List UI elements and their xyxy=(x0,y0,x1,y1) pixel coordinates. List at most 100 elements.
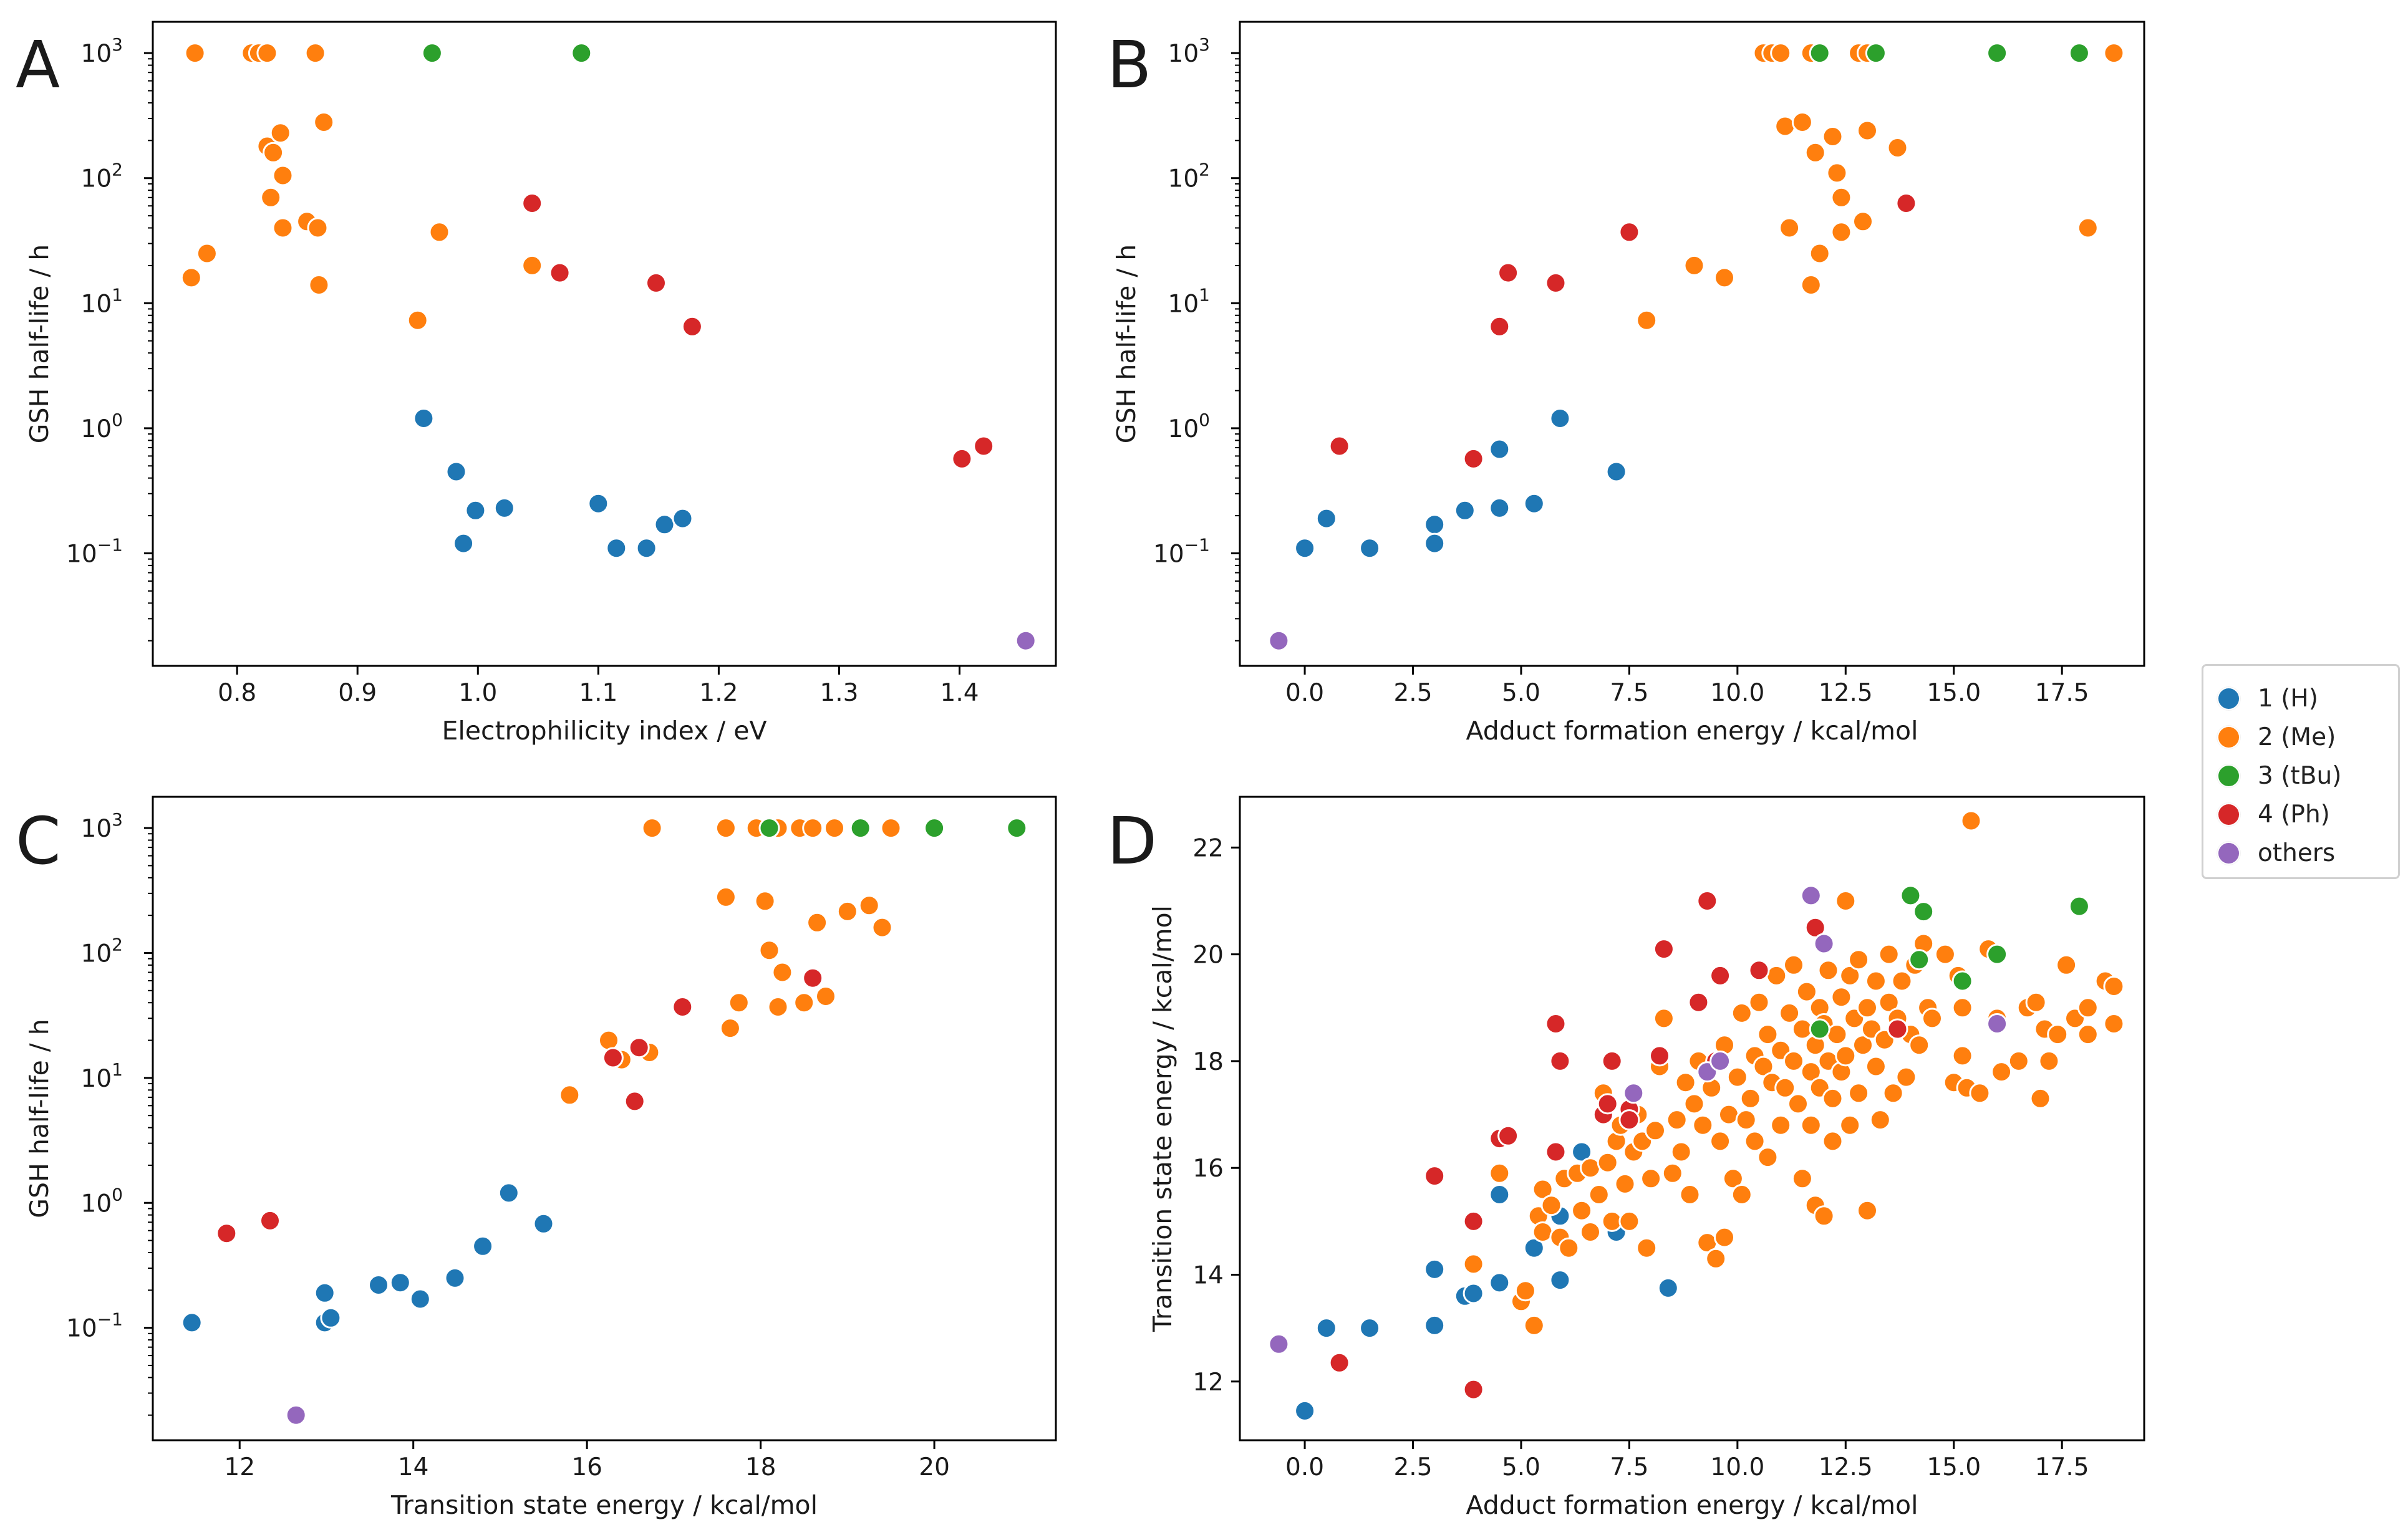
data-point xyxy=(407,309,428,331)
data-point xyxy=(1683,1093,1705,1115)
panel-d: D 0.0 2.5 5.0 7.5 10.0 12.5 15.0 17.5 12 14 16 18 20 2… xyxy=(1107,796,2145,1520)
y-tick-label: 103 xyxy=(1168,34,1210,68)
legend-label-me: 2 (Me) xyxy=(2258,723,2336,751)
data-point xyxy=(263,142,284,163)
data-point xyxy=(571,42,592,64)
data-point xyxy=(1714,267,1735,289)
legend-marker-me xyxy=(2217,725,2240,749)
data-point xyxy=(1753,1056,1774,1077)
data-point xyxy=(1618,1109,1640,1131)
data-point xyxy=(1709,1130,1731,1152)
data-point xyxy=(1739,1087,1761,1109)
data-point xyxy=(1748,991,1770,1013)
data-point xyxy=(1774,1077,1796,1099)
panel-a: A 0.8 0.9 1.0 1.1 1.2 1.3 1.4 10−1 100 101 102 103 El… xyxy=(16,21,1057,746)
data-point xyxy=(533,1213,554,1234)
data-point xyxy=(628,1037,650,1059)
data-point xyxy=(1545,272,1567,294)
legend-item-tbu: 3 (tBu) xyxy=(2217,757,2341,794)
data-point xyxy=(1800,1114,1822,1136)
data-point xyxy=(1969,1082,1991,1104)
data-point xyxy=(2103,976,2125,997)
data-point xyxy=(1857,997,1878,1019)
data-point xyxy=(681,315,703,337)
data-point xyxy=(1895,193,1917,214)
data-point xyxy=(1878,943,1900,965)
data-point xyxy=(806,912,828,933)
y-tick-label: 103 xyxy=(81,34,123,68)
data-point xyxy=(256,42,278,64)
data-point xyxy=(1549,1269,1571,1291)
data-point xyxy=(1809,243,1830,264)
data-point xyxy=(1839,965,1861,986)
data-point xyxy=(1571,1141,1593,1163)
x-tick-label: 1.2 xyxy=(699,679,738,707)
data-point xyxy=(1489,1184,1511,1205)
x-tick-label: 10.0 xyxy=(1710,1453,1764,1481)
data-point xyxy=(1809,1018,1830,1040)
data-point xyxy=(559,1084,581,1106)
data-point xyxy=(1887,1018,1908,1040)
y-tick-label: 101 xyxy=(81,284,123,318)
plot-frame xyxy=(1239,21,2145,667)
y-tick-label: 10−1 xyxy=(66,1309,123,1343)
data-point xyxy=(453,532,475,554)
data-point xyxy=(1951,970,1973,992)
data-point xyxy=(1848,1082,1870,1104)
legend-item-me: 2 (Me) xyxy=(2217,718,2336,756)
x-tick-label: 17.5 xyxy=(2035,679,2089,707)
data-point xyxy=(1015,630,1037,652)
data-point xyxy=(802,967,824,989)
data-point xyxy=(444,1267,466,1289)
data-point xyxy=(2068,895,2090,917)
panel-c: C 12 14 16 18 20 10−1 100 101 102 103 Transition st… xyxy=(16,796,1057,1520)
data-point xyxy=(1766,965,1787,986)
data-point xyxy=(181,1312,203,1334)
data-point xyxy=(1951,1045,1973,1067)
data-point xyxy=(1424,532,1446,554)
data-point xyxy=(1424,1258,1446,1280)
data-point xyxy=(1657,1277,1679,1299)
data-point xyxy=(1540,1195,1562,1216)
data-point xyxy=(2008,1050,2029,1072)
y-tick-label: 10−1 xyxy=(1153,534,1210,568)
y-axis-label: GSH half-life / h xyxy=(24,1019,54,1218)
data-point xyxy=(1934,943,1956,965)
y-tick-label: 101 xyxy=(1168,284,1210,318)
data-point xyxy=(2068,42,2090,64)
data-point xyxy=(421,42,443,64)
data-point xyxy=(880,817,902,839)
data-point xyxy=(1640,1168,1662,1190)
data-point xyxy=(1895,1066,1917,1088)
data-point xyxy=(1489,438,1511,460)
data-point xyxy=(1545,1141,1567,1163)
data-point xyxy=(472,1235,494,1257)
data-point xyxy=(1636,309,1658,331)
x-tick-label: 18 xyxy=(745,1453,776,1481)
data-point xyxy=(1588,1184,1610,1205)
x-tick-label: 16 xyxy=(571,1453,602,1481)
data-point xyxy=(606,537,627,559)
data-point xyxy=(1779,217,1801,239)
x-tick-label: 5.0 xyxy=(1502,679,1540,707)
data-point xyxy=(1913,901,1935,923)
data-point xyxy=(1714,1226,1735,1248)
data-point xyxy=(409,1288,431,1310)
x-tick-label: 2.5 xyxy=(1393,679,1432,707)
data-point xyxy=(1731,1184,1753,1205)
data-point xyxy=(1722,1168,1744,1190)
data-point xyxy=(1666,1109,1688,1131)
data-point xyxy=(1294,537,1316,559)
data-point xyxy=(272,165,294,186)
x-tick-label: 0.9 xyxy=(338,679,377,707)
data-point xyxy=(1558,1237,1580,1259)
data-point xyxy=(184,42,206,64)
data-point xyxy=(715,886,737,908)
x-tick-label: 10.0 xyxy=(1710,679,1764,707)
y-tick-label: 22 xyxy=(1192,834,1224,862)
y-tick-label: 102 xyxy=(1168,160,1210,193)
data-point xyxy=(1748,960,1770,981)
data-point xyxy=(793,992,815,1014)
data-point xyxy=(824,817,845,839)
panel-letter: D xyxy=(1107,803,1157,879)
